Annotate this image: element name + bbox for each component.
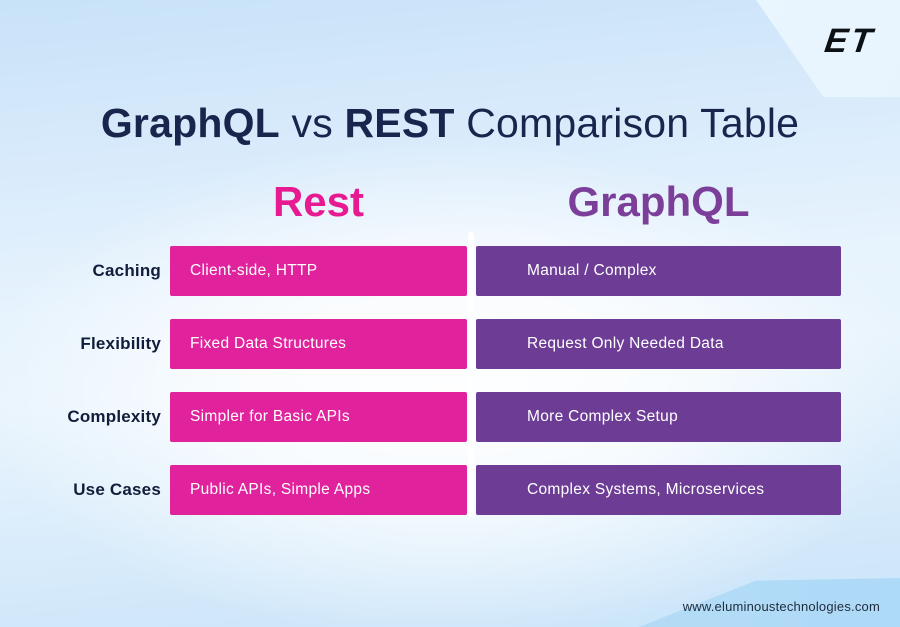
graphql-cell-caching: Manual / Complex <box>476 246 841 296</box>
rest-cell-complexity: Simpler for Basic APIs <box>170 392 467 442</box>
row-label-complexity: Complexity <box>67 407 161 426</box>
page-title: GraphQL vs REST Comparison Table <box>0 100 900 147</box>
title-comparison-table: Comparison Table <box>466 100 800 146</box>
graphql-cell-flexibility: Request Only Needed Data <box>476 319 841 369</box>
graphql-cell-complexity: More Complex Setup <box>476 392 841 442</box>
graphql-cell-use-cases: Complex Systems, Microservices <box>476 465 841 515</box>
title-graphql: GraphQL <box>100 100 280 146</box>
website-url: www.eluminoustechnologies.com <box>682 599 880 614</box>
row-label-flexibility: Flexibility <box>80 334 161 353</box>
comparison-table: Caching Client-side, HTTP Manual / Compl… <box>56 246 841 515</box>
rest-cell-caching: Client-side, HTTP <box>170 246 467 296</box>
title-vs: vs <box>291 100 333 146</box>
title-rest: REST <box>344 100 455 146</box>
et-logo: ET <box>821 22 877 60</box>
column-header-graphql: GraphQL <box>567 178 750 225</box>
rest-cell-flexibility: Fixed Data Structures <box>170 319 467 369</box>
column-divider <box>468 232 474 517</box>
header-spacer <box>56 176 161 228</box>
column-headers: Rest GraphQL <box>56 176 841 228</box>
row-label-caching: Caching <box>92 261 161 280</box>
column-header-rest: Rest <box>272 178 365 225</box>
rest-cell-use-cases: Public APIs, Simple Apps <box>170 465 467 515</box>
row-label-use-cases: Use Cases <box>73 480 161 499</box>
